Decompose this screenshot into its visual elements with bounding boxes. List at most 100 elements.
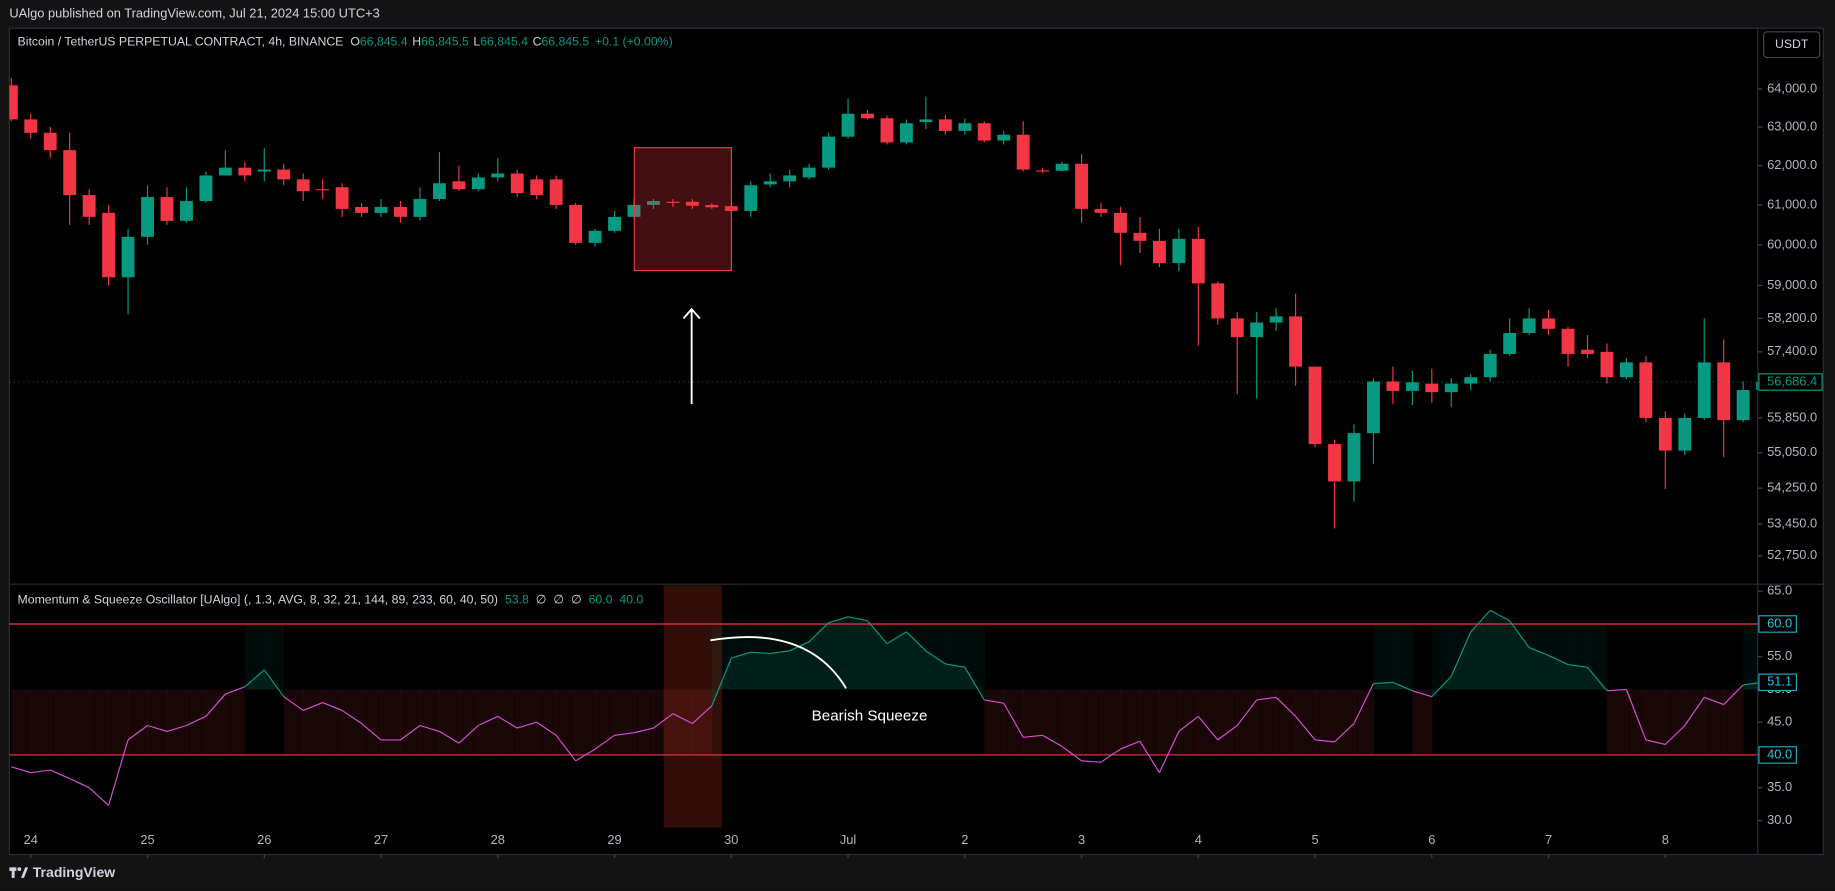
- bear-zone: [692, 689, 713, 755]
- y-tick-label: 57,400.0: [1767, 343, 1817, 358]
- y-tick-label: 59,000.0: [1767, 277, 1817, 292]
- candle-body: [1619, 362, 1633, 378]
- x-tick-label: 25: [140, 832, 154, 847]
- x-tick-label: 27: [374, 832, 388, 847]
- osc-line: [1081, 760, 1102, 763]
- candle-body: [1678, 417, 1692, 451]
- osc-line: [614, 732, 635, 736]
- candle-body: [1133, 232, 1147, 241]
- candle-body: [413, 199, 427, 217]
- osc-params: (, 1.3, AVG, 8, 32, 21, 144, 89, 233, 60…: [244, 593, 498, 607]
- bull-fill: [1529, 647, 1549, 690]
- candle-body: [1405, 382, 1419, 391]
- candle-body: [1191, 238, 1205, 284]
- osc-line: [536, 721, 557, 736]
- bear-zone: [1684, 689, 1705, 755]
- bull-fill: [750, 652, 771, 690]
- bear-zone: [303, 689, 324, 755]
- x-tick-label: 6: [1428, 832, 1435, 847]
- brand-logo: [9, 867, 29, 878]
- y-tick-label: 55,850.0: [1767, 409, 1817, 424]
- osc-line: [886, 631, 907, 645]
- candle-body: [1736, 390, 1750, 421]
- bull-zone: [1451, 623, 1472, 690]
- osc-line: [945, 663, 965, 668]
- osc-title: Momentum & Squeeze Oscillator [UAlgo]: [18, 593, 241, 607]
- candle-body: [1328, 444, 1341, 482]
- osc-line: [1256, 696, 1277, 701]
- y-tick-label: 62,000.0: [1767, 157, 1817, 172]
- legend-value: 66,845.4: [480, 35, 528, 49]
- candle-body: [1075, 163, 1088, 209]
- x-tick-label: 3: [1078, 832, 1085, 847]
- bear-zone: [1295, 689, 1316, 755]
- bear-zone: [1645, 689, 1666, 755]
- candle-body: [861, 113, 874, 119]
- x-tick-label: 28: [491, 832, 505, 847]
- osc-line: [1509, 620, 1530, 648]
- osc-line: [1353, 683, 1374, 724]
- bull-fill: [1548, 655, 1569, 690]
- x-tick-label: 24: [24, 832, 38, 847]
- osc-line: [1003, 702, 1024, 738]
- candle-body: [63, 150, 77, 196]
- candle-body: [82, 195, 96, 217]
- bear-zone: [517, 689, 538, 755]
- osc-line: [497, 715, 518, 729]
- osc-line: [1100, 748, 1121, 763]
- candle-body: [180, 201, 193, 221]
- candle-body: [1269, 316, 1283, 323]
- osc-line: [302, 702, 323, 711]
- osc-line: [1061, 745, 1082, 762]
- level-readout: 60.0: [589, 593, 613, 607]
- osc-line: [147, 724, 168, 732]
- legend-key: H: [412, 35, 421, 49]
- bear-zone: [381, 689, 402, 755]
- bear-zone: [1003, 689, 1024, 755]
- bull-zone: [828, 623, 849, 690]
- level-label: 40.0: [1767, 746, 1792, 761]
- candle-body: [394, 206, 407, 217]
- osc-line: [711, 657, 732, 707]
- osc-line: [166, 724, 187, 732]
- candle-body: [744, 185, 758, 211]
- osc-line: [361, 723, 382, 741]
- bear-zone: [1198, 689, 1219, 755]
- osc-line: [1023, 734, 1043, 738]
- bear-zone: [1606, 689, 1627, 755]
- osc-legend: Momentum & Squeeze Oscillator [UAlgo] (,…: [18, 593, 644, 607]
- bull-zone: [770, 623, 791, 690]
- price-legend: Bitcoin / TetherUS PERPETUAL CONTRACT, 4…: [18, 35, 673, 49]
- bear-zone: [1626, 689, 1647, 755]
- level-label: 60.0: [1767, 615, 1792, 630]
- currency-button[interactable]: [1763, 31, 1821, 59]
- candle-body: [1658, 417, 1672, 451]
- candle-body: [1503, 332, 1517, 354]
- osc-line: [69, 778, 90, 789]
- candle-body: [102, 212, 116, 278]
- x-tick-label: 7: [1545, 832, 1552, 847]
- osc-line: [1567, 664, 1588, 668]
- bear-zone: [633, 689, 655, 755]
- osc-line: [1606, 688, 1627, 692]
- osc-line: [127, 725, 148, 741]
- bull-fill: [770, 650, 790, 690]
- osc-line: [750, 651, 771, 655]
- osc-line: [244, 669, 265, 688]
- currency[interactable]: USDT: [1775, 37, 1809, 51]
- brand: TradingView: [33, 864, 115, 880]
- osc-line: [925, 650, 946, 665]
- annotation: Bearish Squeeze: [812, 707, 928, 724]
- bear-zone: [283, 689, 304, 755]
- bear-zone: [50, 689, 71, 755]
- last-price-label: 56,686.4: [1767, 373, 1817, 388]
- osc-line: [653, 713, 674, 729]
- osc-line: [1392, 681, 1413, 692]
- bull-fill: [789, 641, 810, 690]
- bear-zone: [653, 689, 674, 755]
- candle-body: [43, 132, 57, 151]
- candle-body: [277, 169, 291, 180]
- bull-zone: [867, 623, 888, 690]
- osc-line: [88, 787, 109, 806]
- bear-zone: [672, 689, 693, 755]
